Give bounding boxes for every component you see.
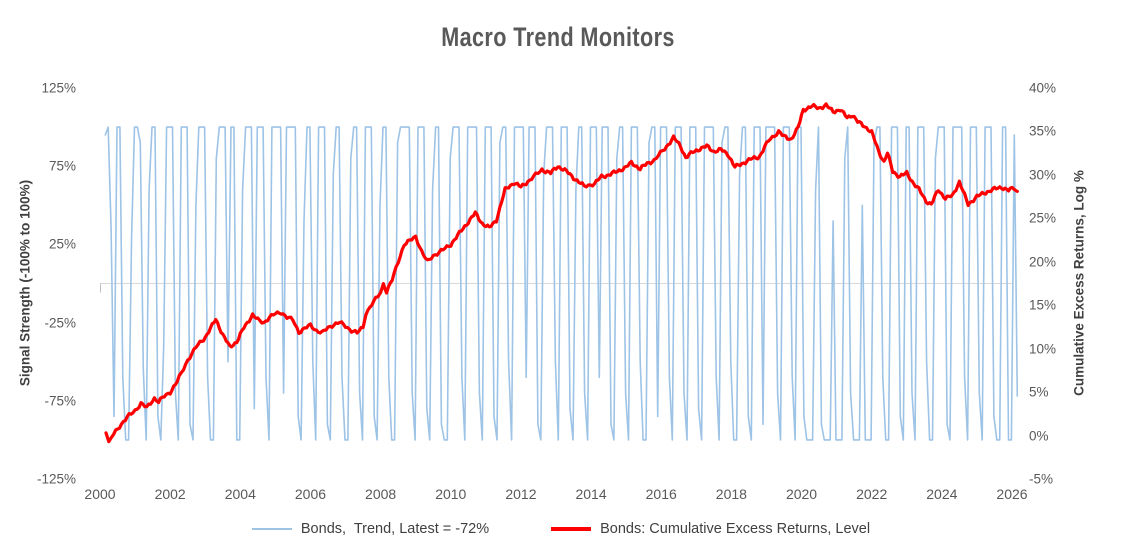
- returns-line-swatch: [551, 527, 592, 531]
- legend-item-returns: Bonds: Cumulative Excess Returns, Level: [551, 521, 870, 537]
- x-axis-tick: 2020: [785, 486, 818, 502]
- left-axis-tick: -125%: [36, 471, 76, 487]
- right-axis-tick: 25%: [1029, 210, 1057, 226]
- x-axis-tick: 2026: [996, 486, 1028, 502]
- trend-line-swatch: [251, 527, 292, 531]
- x-axis-tick: 2000: [84, 486, 116, 502]
- legend-item-trend: Bonds, Trend, Latest = -72%: [251, 521, 490, 537]
- left-axis-tick: -75%: [44, 393, 76, 409]
- legend: Bonds, Trend, Latest = -72% Bonds: Cumul…: [0, 521, 1122, 537]
- right-axis-tick: 5%: [1029, 384, 1049, 400]
- x-axis-tick: 2016: [645, 486, 677, 502]
- x-axis-tick: 2002: [154, 486, 186, 502]
- x-axis-tick: 2004: [224, 486, 256, 502]
- x-axis-tick: 2012: [505, 486, 537, 502]
- x-axis-tick: 2006: [294, 486, 327, 502]
- left-axis-tick: 125%: [41, 80, 76, 96]
- chart-title: Macro Trend Monitors: [0, 22, 1116, 53]
- right-axis-tick: 35%: [1029, 123, 1057, 139]
- left-axis-tick: 25%: [48, 236, 76, 252]
- x-axis-tick: 2018: [715, 486, 747, 502]
- right-axis-tick: 20%: [1029, 254, 1057, 270]
- x-axis-tick: 2014: [575, 486, 607, 502]
- right-axis-tick: 40%: [1029, 80, 1057, 96]
- x-axis-tick: 2008: [365, 486, 397, 502]
- right-axis-tick: 30%: [1029, 167, 1057, 183]
- right-axis-tick: -5%: [1029, 471, 1054, 487]
- right-axis-tick: 10%: [1029, 341, 1057, 357]
- legend-label-returns: Bonds: Cumulative Excess Returns, Level: [600, 521, 871, 537]
- cumulative-returns-series-line: [104, 102, 1019, 444]
- legend-label-trend: Bonds, Trend, Latest = -72%: [300, 521, 490, 537]
- chart-title-text: Macro Trend Monitors: [441, 22, 675, 52]
- left-axis-tick: -25%: [44, 315, 76, 331]
- x-axis-tick: 2022: [856, 486, 888, 502]
- right-axis-tick: 0%: [1029, 428, 1049, 444]
- x-axis-tick: 2010: [435, 486, 467, 502]
- trend-series-line: [104, 126, 1019, 441]
- x-axis-tick: 2024: [926, 486, 958, 502]
- left-axis-tick: 75%: [48, 158, 76, 174]
- right-axis-tick: 15%: [1029, 297, 1057, 313]
